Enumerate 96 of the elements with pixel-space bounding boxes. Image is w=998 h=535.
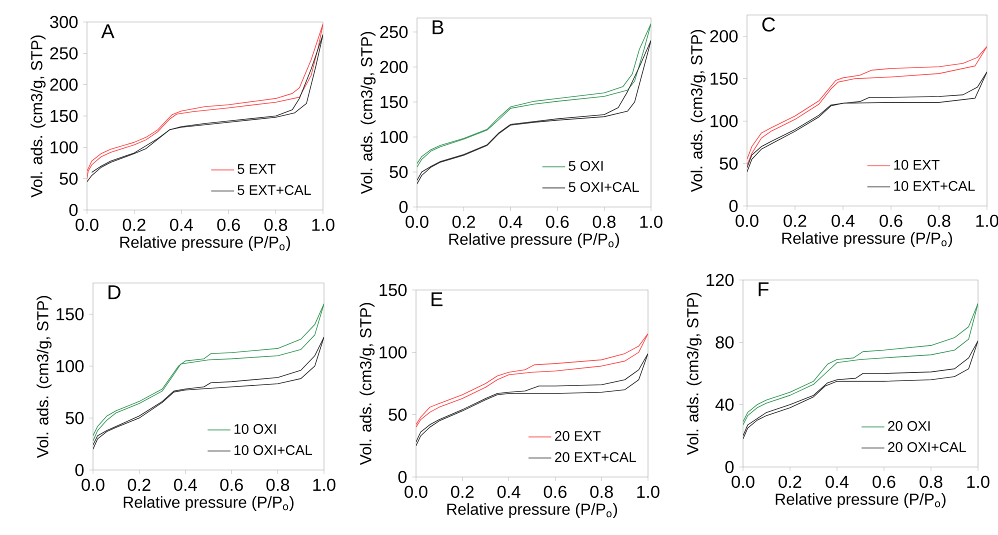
y-tick-label: 0 <box>399 200 408 214</box>
y-tick-label: 150 <box>56 308 84 320</box>
x-axis-title: Relative pressure (P/P$_{o}$) <box>124 496 294 512</box>
chart-title: D <box>108 285 120 300</box>
y-tick-label: 50 <box>720 157 738 170</box>
y-tick-label: 300 <box>50 16 78 28</box>
x-tick-label: 0.6 <box>880 214 902 227</box>
x-tick-label: 0.4 <box>499 216 522 228</box>
x-tick-label: 0.6 <box>217 218 240 231</box>
y-tick-label: 100 <box>710 114 738 128</box>
x-tick-label: 0.4 <box>832 214 855 227</box>
legend-label: 10 EXT+CAL <box>894 180 975 191</box>
x-tick-label: 0.0 <box>404 486 428 498</box>
y-tick-label: 200 <box>380 60 408 74</box>
x-tick-label: 0.2 <box>778 476 802 488</box>
y-axis-title: Vol. ads. (cm3/g, STP) <box>36 296 52 458</box>
y-tick-label: 100 <box>50 141 78 154</box>
x-axis-title: Relative pressure (P/P$_{o}$) <box>782 232 952 248</box>
x-tick-label: 0.8 <box>590 486 613 498</box>
legend-label: 10 OXI <box>234 424 276 434</box>
x-tick-label: 0.2 <box>784 214 806 227</box>
y-tick-label: 100 <box>380 346 407 358</box>
y-tick-label: 50 <box>66 412 84 424</box>
x-tick-label: 1.0 <box>637 486 660 498</box>
x-tick-label: 0.6 <box>220 478 243 491</box>
x-tick-label: 0.0 <box>736 214 758 227</box>
x-axis-title: Relative pressure (P/P$_{o}$) <box>449 233 619 248</box>
legend-label: 20 EXT+CAL <box>555 452 636 462</box>
x-tick-label: 0.4 <box>170 218 193 231</box>
x-tick-label: 0.0 <box>732 476 754 488</box>
y-tick-label: 0 <box>398 470 407 484</box>
x-tick-label: 0.2 <box>451 486 474 498</box>
y-tick-label: 120 <box>706 274 734 286</box>
y-tick-label: 200 <box>50 78 78 91</box>
x-tick-label: 0.0 <box>82 478 104 491</box>
legend-label: 20 EXT <box>555 431 601 441</box>
y-tick-label: 80 <box>716 336 734 348</box>
x-tick-label: 1.0 <box>976 214 998 227</box>
x-tick-label: 0.6 <box>544 486 567 498</box>
legend-label: 10 OXI+CAL <box>234 445 312 456</box>
legend-label: 5 OXI+CAL <box>568 182 639 192</box>
legend-label: 5 EXT <box>238 164 276 174</box>
x-axis-title: Relative pressure (P/P$_{o}$) <box>776 493 946 508</box>
x-tick-label: 1.0 <box>312 218 334 231</box>
x-tick-label: 0.8 <box>266 478 290 491</box>
x-axis-title: Relative pressure (P/P$_{o}$) <box>447 503 618 518</box>
x-tick-label: 0.2 <box>452 216 475 228</box>
y-tick-label: 150 <box>50 110 78 122</box>
chart-title: A <box>101 24 114 38</box>
y-tick-label: 40 <box>715 398 734 411</box>
x-tick-label: 1.0 <box>967 476 990 488</box>
chart-title: E <box>432 292 442 306</box>
legend-label: 10 EXT <box>894 160 940 170</box>
y-tick-label: 250 <box>50 47 78 60</box>
x-tick-label: 0.2 <box>122 218 146 231</box>
chart-title: B <box>432 20 444 34</box>
x-tick-label: 0.0 <box>406 216 428 228</box>
chart-title: C <box>762 17 775 32</box>
y-tick-label: 0 <box>729 200 738 212</box>
x-tick-label: 0.8 <box>592 216 616 228</box>
y-tick-label: 0 <box>69 204 78 216</box>
y-axis-title: Vol. ads. (cm3/g, STP) <box>686 293 702 455</box>
y-tick-label: 0 <box>75 464 84 476</box>
y-axis-title: Vol. ads. (cm3/g, STP) <box>360 303 375 465</box>
y-tick-label: 50 <box>388 408 407 421</box>
y-tick-label: 150 <box>710 72 738 85</box>
y-tick-label: 0 <box>725 460 734 474</box>
x-tick-label: 0.4 <box>826 476 849 488</box>
legend-label: 20 OXI+CAL <box>888 442 966 452</box>
y-tick-label: 100 <box>380 130 408 144</box>
x-tick-label: 0.4 <box>497 486 520 498</box>
y-axis-title: Vol. ads. (cm3/g, STP) <box>690 30 706 192</box>
x-tick-label: 0.8 <box>928 214 950 227</box>
x-tick-label: 0.8 <box>920 476 942 488</box>
y-axis-title: Vol. ads. (cm3/g, STP) <box>360 32 376 194</box>
x-tick-label: 0.6 <box>872 476 896 488</box>
legend-label: 5 OXI <box>568 160 603 171</box>
legend-label: 5 EXT+CAL <box>238 185 311 196</box>
x-tick-label: 0.8 <box>264 218 288 231</box>
chart-title: F <box>758 282 769 296</box>
x-tick-label: 0.2 <box>128 478 150 491</box>
x-tick-label: 1.0 <box>313 478 336 491</box>
x-tick-label: 1.0 <box>640 216 662 228</box>
y-tick-label: 150 <box>380 96 408 108</box>
y-tick-label: 200 <box>710 30 738 42</box>
y-tick-label: 100 <box>56 360 84 372</box>
x-tick-label: 0.0 <box>76 218 98 231</box>
y-tick-label: 150 <box>380 284 407 296</box>
x-tick-label: 0.6 <box>546 216 569 228</box>
y-tick-label: 50 <box>60 172 78 185</box>
y-tick-label: 50 <box>390 166 408 178</box>
x-tick-label: 0.4 <box>174 478 197 491</box>
y-tick-label: 250 <box>380 26 408 38</box>
x-axis-title: Relative pressure (P/P$_{o}$) <box>120 236 290 252</box>
y-axis-title: Vol. ads. (cm3/g, STP) <box>30 36 46 198</box>
legend-label: 20 OXI <box>888 421 930 431</box>
